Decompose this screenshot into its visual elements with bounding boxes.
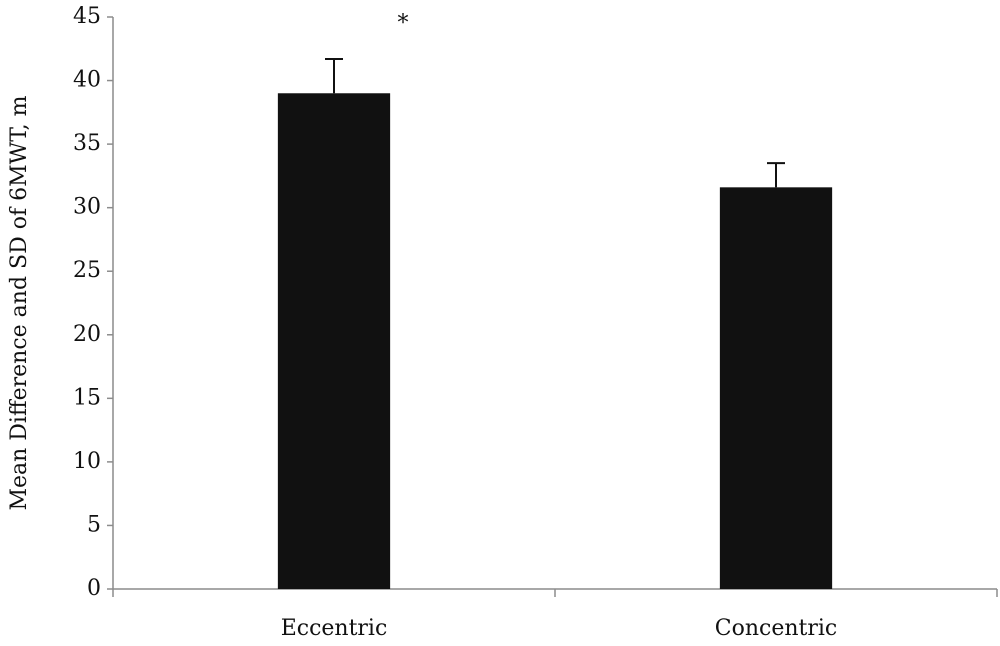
bar bbox=[719, 187, 833, 589]
y-tick-label: 10 bbox=[73, 449, 101, 474]
y-tick-label: 45 bbox=[73, 4, 101, 29]
error-bar bbox=[767, 162, 785, 188]
y-tick-label: 20 bbox=[73, 322, 101, 347]
y-tick-label: 40 bbox=[73, 68, 101, 93]
bar bbox=[277, 93, 391, 590]
y-axis-label: Mean Difference and SD of 6MWT, m bbox=[7, 95, 32, 510]
y-tick-label: 0 bbox=[87, 576, 101, 601]
y-tick-label: 5 bbox=[87, 512, 101, 537]
x-tick-label: Eccentric bbox=[281, 616, 388, 641]
x-tick-label: Concentric bbox=[715, 616, 837, 641]
annotation: * bbox=[398, 11, 409, 36]
y-tick-label: 15 bbox=[73, 385, 101, 410]
error-bar bbox=[325, 57, 343, 94]
y-tick-label: 35 bbox=[73, 131, 101, 156]
y-tick-label: 25 bbox=[73, 258, 101, 283]
y-tick-label: 30 bbox=[73, 195, 101, 220]
